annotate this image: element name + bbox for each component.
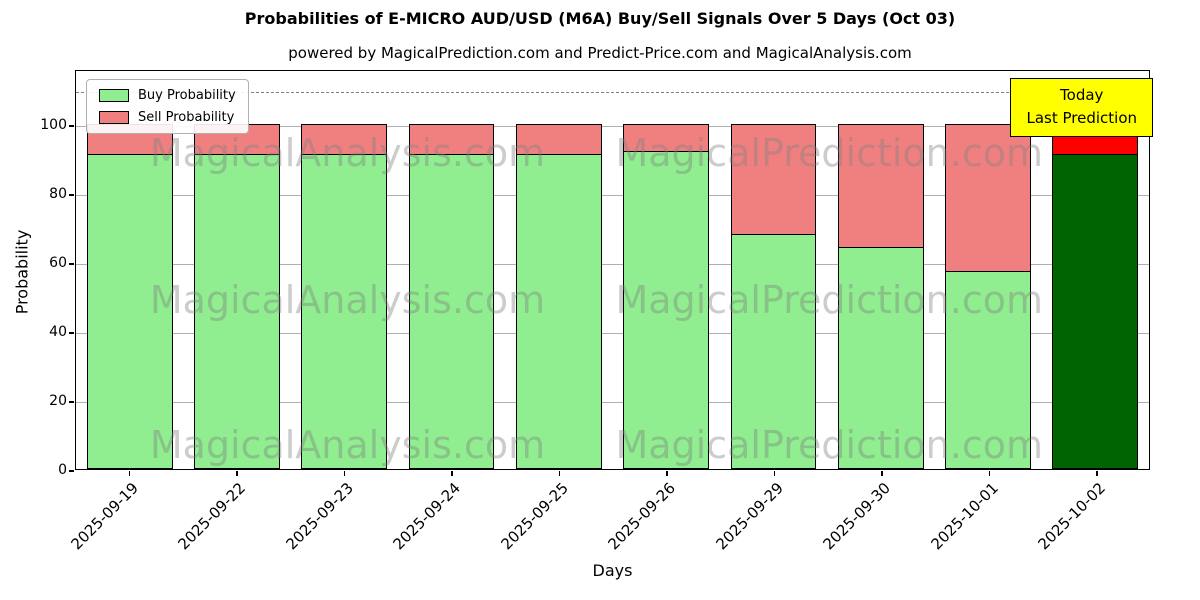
legend-item-sell: Sell Probability [99, 110, 236, 125]
sell-swatch [99, 111, 129, 124]
x-tick-mark [988, 471, 991, 476]
buy-bar [194, 155, 280, 469]
gridline-80 [76, 195, 1149, 197]
today-annotation: Today Last Prediction [1010, 78, 1153, 137]
gridline-40 [76, 333, 1149, 335]
buy-bar [623, 151, 710, 469]
y-tick-label: 100 [40, 117, 67, 134]
buy-bar [730, 234, 817, 469]
x-tick-mark [236, 471, 238, 476]
y-tick-mark [69, 194, 74, 196]
x-tick-label: 2025-09-30 [819, 479, 894, 554]
y-tick-mark [69, 332, 74, 334]
bar-group-2025-09-26 [612, 71, 719, 469]
x-tick-label: 2025-09-29 [712, 479, 787, 554]
bar-group-2025-09-30 [827, 71, 934, 469]
legend-item-buy: Buy Probability [99, 88, 236, 103]
x-tick-mark [343, 471, 346, 476]
x-tick-mark [881, 471, 883, 476]
legend-sell-label: Sell Probability [138, 110, 235, 125]
y-axis-label: Probability [12, 229, 32, 315]
y-tick-mark [69, 125, 74, 127]
x-tick-label: 2025-09-25 [497, 479, 572, 554]
x-tick-label: 2025-09-19 [67, 479, 142, 554]
x-tick-label: 2025-10-01 [927, 479, 1002, 554]
y-tick-mark [69, 401, 74, 403]
x-tick-label: 2025-09-24 [389, 479, 464, 554]
x-tick-mark [558, 471, 561, 476]
y-tick-mark [69, 263, 74, 265]
legend-buy-label: Buy Probability [138, 88, 236, 103]
y-tick-label: 60 [49, 255, 67, 272]
sell-bar [408, 124, 495, 156]
buy-bar [837, 248, 924, 469]
gridline-20 [76, 402, 1149, 404]
gridline-60 [76, 264, 1149, 266]
buy-bar [945, 272, 1031, 469]
bar-group-2025-09-25 [505, 71, 612, 469]
annotation-line2: Last Prediction [1026, 109, 1137, 128]
y-tick-label: 20 [49, 393, 67, 410]
buy-bar [408, 155, 495, 469]
x-tick-mark [666, 471, 668, 476]
x-tick-mark [128, 471, 131, 476]
x-tick-label: 2025-10-02 [1034, 479, 1109, 554]
x-tick-label: 2025-09-23 [282, 479, 357, 554]
sell-bar [730, 124, 817, 235]
chart-subtitle: powered by MagicalPrediction.com and Pre… [288, 44, 912, 62]
x-tick-mark [451, 471, 453, 476]
y-tick-mark [69, 470, 74, 472]
annotation-line1: Today [1060, 86, 1104, 104]
x-axis-label: Days [592, 561, 633, 580]
sell-bar [837, 124, 924, 249]
bar-group-2025-09-29 [720, 71, 827, 469]
y-tick-label: 80 [49, 186, 67, 203]
sell-bar [515, 124, 602, 156]
sell-bar [301, 124, 388, 156]
gridline-100 [76, 126, 1149, 128]
y-tick-label: 0 [58, 462, 67, 478]
bar-group-2025-09-23 [291, 71, 398, 469]
sell-bar [945, 124, 1031, 273]
x-tick-mark [773, 471, 776, 476]
buy-swatch [99, 89, 129, 102]
bars [76, 71, 1149, 469]
buy-bar [301, 155, 388, 469]
bar-group-2025-09-24 [398, 71, 505, 469]
plot-area: Buy Probability Sell Probability Magical… [75, 70, 1150, 470]
chart-title: Probabilities of E-MICRO AUD/USD (M6A) B… [244, 9, 956, 28]
bar-group-2025-10-01 [934, 71, 1041, 469]
dashed-threshold-line [76, 91, 1149, 93]
legend: Buy Probability Sell Probability [86, 79, 249, 134]
bar-group-2025-09-22 [183, 71, 290, 469]
x-tick-label: 2025-09-26 [604, 479, 679, 554]
buy-bar [515, 155, 602, 469]
buy-bar [86, 155, 173, 469]
bar-group-2025-10-02 [1042, 71, 1149, 469]
buy-bar [1052, 155, 1139, 469]
y-tick-label: 40 [49, 324, 67, 341]
sell-bar [623, 124, 710, 152]
x-tick-mark [1096, 471, 1098, 476]
x-tick-label: 2025-09-22 [174, 479, 249, 554]
